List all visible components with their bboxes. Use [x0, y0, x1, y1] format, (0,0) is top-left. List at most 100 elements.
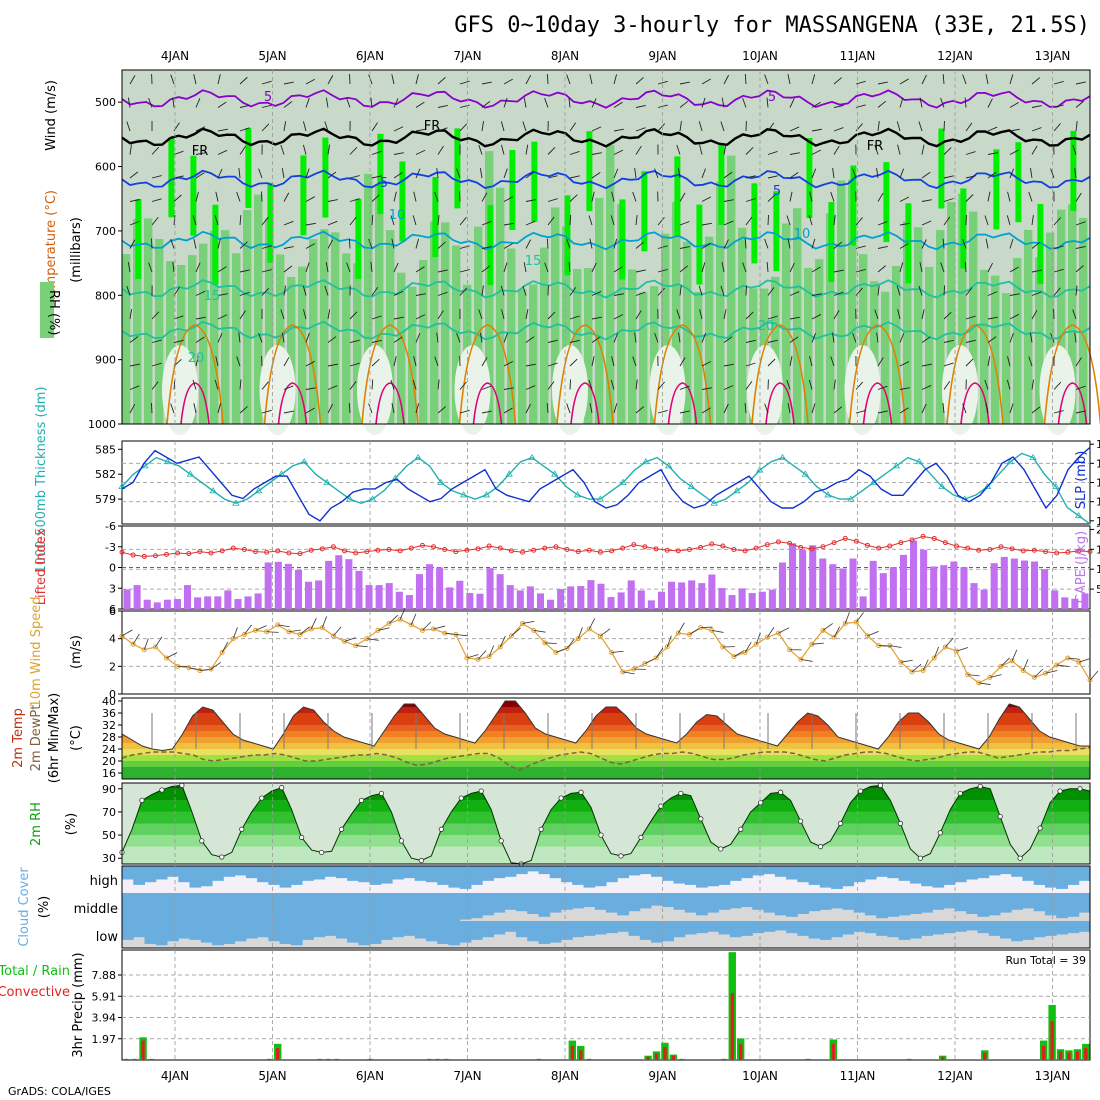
wind-barb	[415, 403, 420, 414]
wind-barb	[701, 333, 707, 343]
wind-barb	[437, 310, 444, 320]
cape-bar	[718, 588, 726, 609]
cape-bar	[960, 567, 968, 609]
contour-label: 10	[389, 208, 406, 223]
rh-shade	[991, 275, 1000, 424]
wind-barb	[632, 191, 637, 202]
wind-barb	[239, 406, 248, 414]
wind-barb	[698, 285, 703, 296]
cape-bar	[415, 574, 423, 609]
wind-barb	[305, 332, 310, 343]
cloud-cell-low	[504, 921, 517, 932]
cape-bar	[1061, 597, 1069, 609]
wind-barb	[679, 100, 689, 108]
rh-unit: (%)	[64, 813, 79, 836]
wind-barb	[422, 621, 432, 631]
wind-barb	[787, 74, 791, 85]
date-label: 13JAN	[1035, 1069, 1071, 1083]
wind-barb	[1009, 74, 1014, 85]
cloud-cell-middle	[437, 893, 449, 921]
wind-barb	[525, 171, 535, 179]
wind-barb	[393, 191, 397, 202]
cape-bar	[456, 580, 464, 609]
wind-barb	[238, 332, 241, 343]
rh-shade	[342, 253, 351, 424]
wind-barb	[544, 642, 557, 645]
cloud-cell-high	[347, 866, 359, 881]
wind-barb	[391, 238, 395, 249]
cape-bar	[859, 596, 867, 609]
wind-barb	[1031, 241, 1041, 249]
rh-shade	[881, 291, 890, 424]
cape-bar	[950, 561, 958, 609]
wind-barb	[173, 175, 184, 179]
wind-marker	[431, 626, 437, 632]
wind-barb	[676, 144, 681, 155]
wind-barb	[984, 215, 989, 226]
thickness-marker	[938, 482, 946, 490]
cloud-cell-middle	[133, 893, 146, 921]
wind-barb	[546, 73, 549, 85]
wind-barb	[666, 635, 672, 648]
wind-barb	[962, 74, 967, 85]
wind-barb	[943, 216, 951, 226]
wind-barb	[349, 381, 357, 390]
panel-frame	[121, 697, 1091, 780]
wind-marker	[664, 644, 670, 650]
wind-barb	[192, 215, 197, 226]
wind-barb	[126, 285, 131, 296]
wind-barb	[921, 309, 925, 320]
contour-label: 20	[758, 319, 775, 334]
wind-barb	[789, 98, 795, 108]
wind-barb	[987, 262, 993, 273]
bottom-date-axis: 4JAN 5JAN 6JAN 7JAN 8JAN 9JAN 10JAN 11JAN 12JAN 1…	[161, 1069, 1070, 1083]
wind-barb	[833, 626, 841, 638]
cape-bar	[315, 580, 323, 609]
temp-band	[122, 755, 1090, 761]
rh-shade	[1068, 204, 1077, 424]
wind-barb	[878, 645, 891, 647]
wind-barb	[635, 310, 642, 320]
rh-shade	[661, 233, 670, 424]
wind-barb	[635, 77, 644, 85]
thickness-marker	[551, 470, 559, 477]
thickness-marker	[596, 495, 605, 502]
wind-barb	[634, 168, 637, 179]
wind-barb	[569, 287, 577, 296]
wind-barb	[940, 262, 945, 273]
wind-barb	[589, 74, 593, 85]
rh-shade	[1013, 258, 1022, 424]
wind-barb	[723, 309, 727, 320]
wind-barb	[588, 618, 596, 630]
wind-barb	[305, 407, 315, 414]
thickness-marker	[642, 457, 650, 465]
wind-barb	[261, 123, 270, 132]
lifted-marker	[775, 539, 781, 545]
precip-conv-label: Convective	[0, 985, 70, 1000]
rh-shade	[298, 266, 307, 424]
cloud-cell-middle	[549, 893, 562, 913]
lifted-marker	[208, 550, 214, 556]
rh-marker	[1077, 786, 1083, 792]
wind-barb	[283, 357, 290, 367]
panel-frame	[121, 949, 1091, 1061]
y-tick-label: 1011	[1096, 457, 1100, 470]
cape-bar	[910, 540, 918, 609]
cloud-cell-high	[189, 866, 202, 888]
rh-shade	[848, 179, 857, 424]
wind-marker	[820, 627, 826, 633]
wind-barb	[922, 659, 929, 671]
cape-bar	[173, 599, 181, 609]
wind-barb	[897, 309, 901, 320]
wind-barb	[547, 339, 558, 343]
wind-barb	[388, 614, 398, 624]
date-label: 8JAN	[551, 1069, 579, 1083]
wind-barb	[239, 76, 248, 85]
rh-high-shade	[850, 165, 857, 246]
wind-marker	[586, 626, 592, 632]
lifted-marker	[364, 549, 370, 555]
cloud-cell-middle	[313, 893, 326, 921]
thickness-marker	[1074, 511, 1083, 519]
cloud-cell-middle	[741, 893, 753, 907]
